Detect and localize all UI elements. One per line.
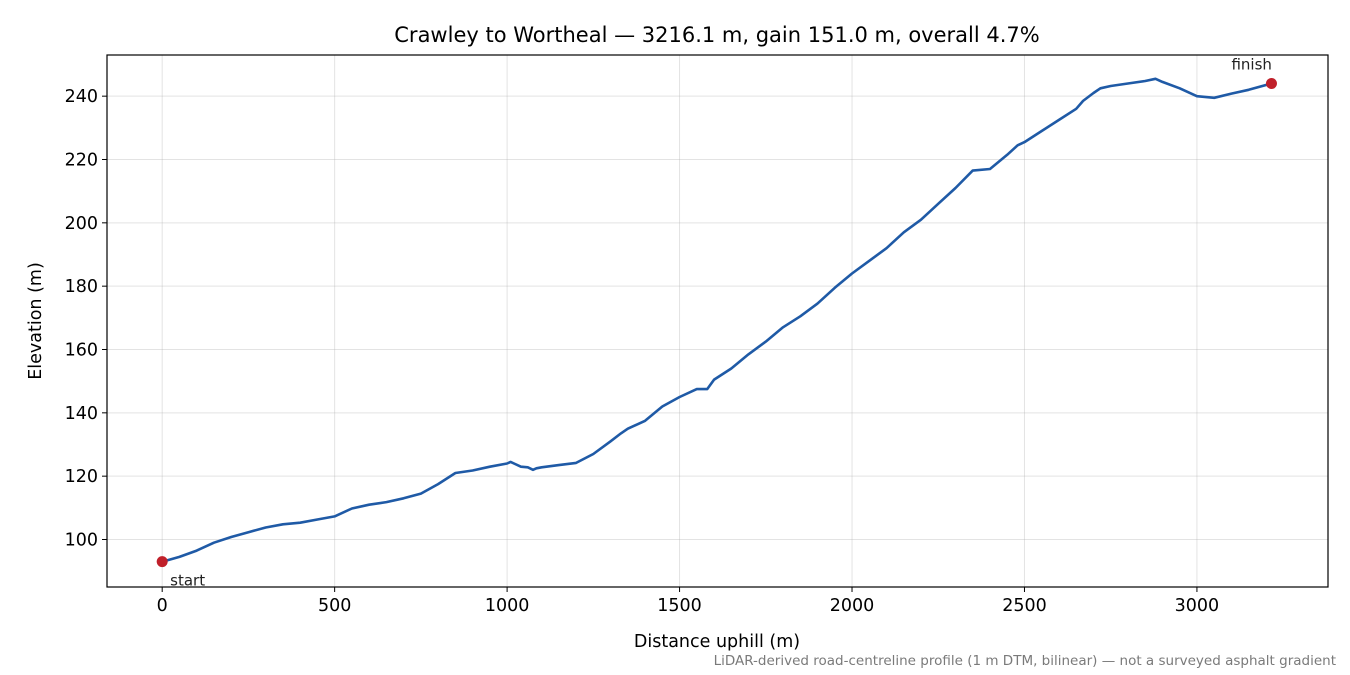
x-tick-label: 3000: [1175, 596, 1220, 616]
y-tick-label: 100: [65, 531, 98, 551]
y-tick-label: 200: [65, 214, 98, 234]
finish-label: finish: [1231, 56, 1271, 74]
data-source-footnote: LiDAR-derived road-centreline profile (1…: [714, 653, 1336, 669]
x-axis-title: Distance uphill (m): [634, 632, 800, 652]
y-tick-label: 160: [65, 341, 98, 361]
x-tick-label: 500: [318, 596, 351, 616]
y-axis-title: Elevation (m): [26, 262, 46, 380]
x-tick-label: 1500: [657, 596, 702, 616]
chart-title: Crawley to Wortheal — 3216.1 m, gain 151…: [394, 23, 1039, 47]
finish-marker: [1265, 78, 1277, 89]
series-layer: [160, 77, 1273, 564]
tick-layer: 0 500 1000 1500 2000 2500 3000 100 120 140 160 180 2…: [65, 87, 1220, 616]
x-tick-label: 1000: [485, 596, 530, 616]
plot-frame: [106, 54, 1329, 588]
x-tick-label: 2000: [830, 596, 875, 616]
x-tick-label: 2500: [1002, 596, 1047, 616]
y-tick-label: 180: [65, 277, 98, 297]
y-tick-label: 240: [65, 87, 98, 107]
marker-layer: start finish: [156, 56, 1277, 590]
elevation-profile-line: [160, 77, 1273, 564]
grid-layer: [107, 55, 1328, 587]
start-marker: [156, 556, 168, 568]
y-tick-label: 120: [65, 467, 98, 487]
y-tick-label: 220: [65, 151, 98, 171]
y-tick-label: 140: [65, 404, 98, 424]
x-tick-label: 0: [157, 596, 168, 616]
start-label: start: [170, 572, 205, 590]
